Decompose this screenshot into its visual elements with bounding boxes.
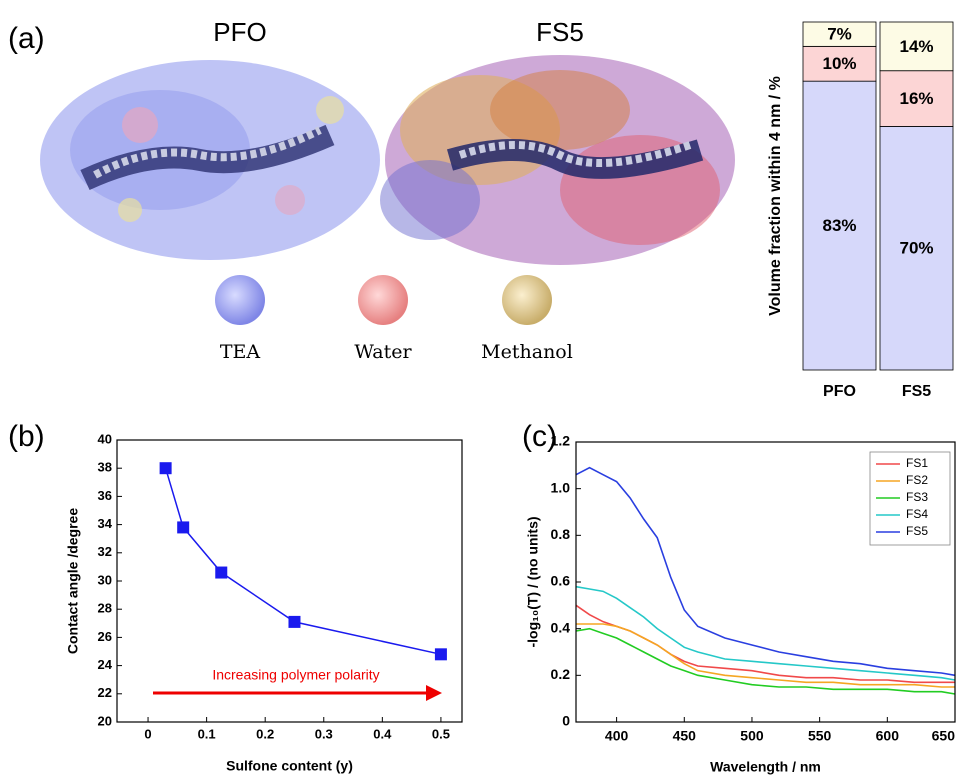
structure-title: PFO	[213, 17, 266, 47]
y-tick-label: 0.2	[551, 666, 571, 682]
y-tick-label: 24	[98, 657, 113, 672]
sphere-water	[358, 275, 408, 325]
x-tick-label: 0.2	[256, 726, 274, 741]
molecule-pfo	[40, 60, 380, 260]
bar-segment	[879, 21, 954, 72]
value-label: 83%	[822, 216, 856, 235]
x-tick-label: 450	[673, 728, 697, 744]
x-tick-label: 650	[932, 728, 956, 744]
solvent-legend-label: TEA	[220, 341, 261, 363]
value-label: 14%	[899, 37, 933, 56]
value-label: 16%	[899, 89, 933, 108]
x-tick-label: 500	[740, 728, 764, 744]
x-tick-label: 0	[144, 726, 151, 741]
bar-segment	[879, 126, 954, 371]
data-point	[177, 521, 190, 534]
value-label: 70%	[899, 239, 933, 258]
x-tick-label: 0.5	[432, 726, 450, 741]
panel-label: (a)	[8, 22, 45, 55]
y-tick-label: 34	[98, 516, 113, 531]
x-tick-label: 0.3	[315, 726, 333, 741]
panel-label: (b)	[8, 420, 45, 453]
structure-title: FS5	[536, 17, 584, 47]
y-tick-label: 0.8	[551, 526, 571, 542]
y-tick-label: 0.6	[551, 573, 571, 589]
y-tick-label: 28	[98, 601, 112, 616]
value-label: 7%	[827, 25, 852, 44]
y-tick-label: 20	[98, 713, 112, 728]
solvent-legend-label: Methanol	[481, 341, 573, 363]
y-axis-label: Contact angle /degree	[65, 508, 81, 654]
y-tick-label: 0	[562, 713, 570, 729]
data-point	[215, 566, 228, 579]
y-tick-label: 32	[98, 544, 112, 559]
sphere-tea	[215, 275, 265, 325]
y-tick-label: 40	[98, 431, 112, 446]
annotation-arrowhead	[426, 685, 442, 701]
y-tick-label: 38	[98, 460, 112, 475]
data-line	[575, 585, 956, 681]
x-axis-label: Sulfone content (y)	[226, 758, 353, 774]
y-tick-label: 26	[98, 629, 112, 644]
y-tick-label: 1.2	[551, 433, 571, 449]
sphere-methanol	[502, 275, 552, 325]
bar-segment	[802, 21, 877, 47]
data-point	[159, 462, 172, 475]
x-axis-label: Wavelength / nm	[710, 759, 821, 775]
data-line	[575, 466, 956, 677]
y-tick-label: 30	[98, 572, 112, 587]
legend-label: FS4	[906, 507, 928, 521]
x-tick-label: PFO	[823, 383, 856, 400]
legend-label: FS1	[906, 456, 928, 470]
data-line	[575, 604, 955, 684]
data-line	[576, 623, 955, 688]
x-tick-label: 400	[605, 728, 629, 744]
legend-label: FS2	[906, 473, 928, 487]
y-tick-label: 1.0	[551, 479, 571, 495]
x-tick-label: 0.4	[373, 726, 392, 741]
x-tick-label: 600	[876, 728, 900, 744]
y-tick-label: 36	[98, 488, 112, 503]
y-tick-label: 22	[98, 685, 112, 700]
bar-segment	[802, 80, 877, 371]
x-tick-label: 550	[808, 728, 832, 744]
x-tick-label: FS5	[902, 383, 931, 400]
annotation: Increasing polymer polarity	[212, 667, 379, 683]
value-label: 10%	[822, 54, 856, 73]
data-line	[164, 467, 442, 656]
x-tick-label: 0.1	[198, 726, 216, 741]
panel-label: (c)	[522, 420, 557, 453]
y-axis-label: -log₁₀(T) / (no units)	[525, 516, 541, 647]
legend-label: FS3	[906, 490, 928, 504]
bar-segment	[879, 70, 954, 127]
y-tick-label: 0.4	[551, 619, 571, 635]
y-axis-label: Volume fraction within 4 nm / %	[767, 76, 784, 316]
data-point	[288, 615, 301, 628]
solvent-legend-label: Water	[354, 341, 412, 363]
molecule-fs5	[380, 55, 735, 265]
data-line	[575, 627, 956, 695]
legend-label: FS5	[906, 524, 928, 538]
data-point	[434, 648, 447, 661]
